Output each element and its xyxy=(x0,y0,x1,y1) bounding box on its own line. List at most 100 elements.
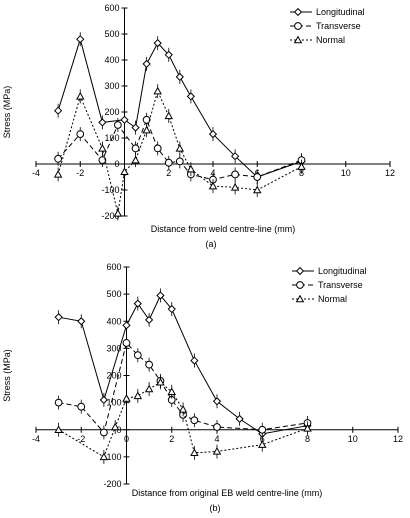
data-point-normal xyxy=(153,86,162,95)
data-point-longitudinal xyxy=(98,118,107,127)
x-tick-label: 12 xyxy=(385,168,395,178)
y-axis-title: Stress (MPa) xyxy=(2,86,12,139)
data-point-normal xyxy=(303,423,312,432)
data-point-longitudinal xyxy=(235,414,244,424)
data-point-transverse xyxy=(99,428,108,437)
legend-marker xyxy=(293,7,303,17)
y-tick-label: 200 xyxy=(104,107,119,117)
data-point-longitudinal xyxy=(175,72,184,82)
data-point-longitudinal xyxy=(231,152,240,161)
x-tick-label: 10 xyxy=(348,434,358,444)
data-point-transverse xyxy=(54,398,63,407)
data-point-normal xyxy=(120,167,129,176)
legend: Longitudinal Transverse Normal xyxy=(292,266,367,304)
data-point-normal xyxy=(131,155,140,164)
panel-label: (b) xyxy=(210,503,221,513)
y-axis-title: Stress (MPa) xyxy=(2,349,12,402)
data-point-longitudinal xyxy=(120,115,129,124)
x-tick-label: 8 xyxy=(305,434,310,444)
data-point-normal xyxy=(178,404,188,413)
x-tick-label: 12 xyxy=(393,434,403,444)
panel-label: (a) xyxy=(206,239,217,249)
legend-marker xyxy=(294,22,302,30)
data-point-longitudinal xyxy=(131,123,140,132)
data-point-longitudinal xyxy=(54,106,63,115)
data-point-normal xyxy=(230,182,240,191)
data-point-normal xyxy=(297,162,306,170)
data-point-normal xyxy=(253,185,262,194)
data-point-longitudinal xyxy=(99,395,108,405)
data-point-transverse xyxy=(76,130,85,139)
data-point-normal xyxy=(98,143,107,152)
data-point-normal xyxy=(110,422,120,431)
x-tick-label: -4 xyxy=(32,434,40,444)
data-point-transverse xyxy=(133,351,142,360)
x-tick-label: 0 xyxy=(124,434,129,444)
x-axis-title: Distance from weld centre-line (mm) xyxy=(151,224,296,234)
y-tick-label: 400 xyxy=(106,316,121,326)
x-tick-label: 2 xyxy=(169,434,174,444)
x-tick-label: -2 xyxy=(77,434,85,444)
data-point-normal xyxy=(144,384,154,393)
data-point-longitudinal xyxy=(208,129,218,139)
y-tick-label: -100 xyxy=(101,185,119,195)
data-point-transverse xyxy=(258,425,267,434)
data-point-transverse xyxy=(113,121,122,129)
data-point-normal xyxy=(54,425,63,433)
data-point-longitudinal xyxy=(190,356,199,365)
data-point-normal xyxy=(258,440,267,448)
data-point-normal xyxy=(99,452,109,461)
y-tick-label: 100 xyxy=(106,398,121,408)
legend-marker xyxy=(295,266,305,276)
data-point-transverse xyxy=(122,339,131,347)
data-point-normal xyxy=(133,391,143,400)
data-point-transverse xyxy=(98,156,107,165)
legend-label: Transverse xyxy=(318,280,363,290)
data-point-longitudinal xyxy=(76,35,85,44)
data-point-longitudinal xyxy=(156,291,165,300)
legend-marker xyxy=(295,294,305,303)
data-point-transverse xyxy=(153,144,162,153)
data-point-normal xyxy=(164,111,173,120)
data-point-normal xyxy=(167,387,176,395)
y-tick-label: -100 xyxy=(103,452,121,462)
data-point-transverse xyxy=(77,402,86,411)
data-point-normal xyxy=(190,448,199,457)
data-point-longitudinal xyxy=(212,397,222,406)
y-tick-label: 600 xyxy=(106,262,121,272)
legend-label: Normal xyxy=(316,35,345,45)
data-point-normal xyxy=(113,208,123,217)
data-point-transverse xyxy=(164,158,173,167)
data-point-transverse xyxy=(131,144,140,153)
y-tick-label: 0 xyxy=(114,159,119,169)
data-point-longitudinal xyxy=(77,317,86,326)
data-point-transverse xyxy=(213,423,221,431)
legend: Longitudinal Transverse Normal xyxy=(290,7,365,45)
data-point-transverse xyxy=(54,154,63,163)
x-tick-label: 4 xyxy=(214,434,219,444)
data-point-normal xyxy=(175,143,185,152)
data-point-longitudinal xyxy=(142,59,151,69)
y-tick-label: 400 xyxy=(104,55,119,65)
legend-label: Longitudinal xyxy=(316,7,365,17)
data-point-normal xyxy=(186,164,196,173)
data-point-longitudinal xyxy=(133,299,142,308)
y-tick-label: 300 xyxy=(104,81,119,91)
data-point-longitudinal xyxy=(167,304,176,314)
x-tick-label: 10 xyxy=(341,168,351,178)
y-tick-label: 600 xyxy=(104,3,119,13)
y-tick-label: 500 xyxy=(106,289,121,299)
data-point-longitudinal xyxy=(153,38,162,48)
data-point-transverse xyxy=(253,173,262,181)
y-tick-label: 500 xyxy=(104,29,119,39)
legend-label: Normal xyxy=(318,294,347,304)
data-point-normal xyxy=(156,377,165,386)
chart-panel-b: -4-2024681012-200-1000100200300400500600… xyxy=(2,262,403,513)
legend-marker xyxy=(296,281,304,289)
chart-panel-a: -4-2024681012-200-1000100200300400500600… xyxy=(2,3,395,249)
x-tick-label: -2 xyxy=(76,168,84,178)
x-tick-label: 2 xyxy=(166,168,171,178)
data-point-longitudinal xyxy=(186,92,195,101)
data-point-normal xyxy=(208,181,218,190)
